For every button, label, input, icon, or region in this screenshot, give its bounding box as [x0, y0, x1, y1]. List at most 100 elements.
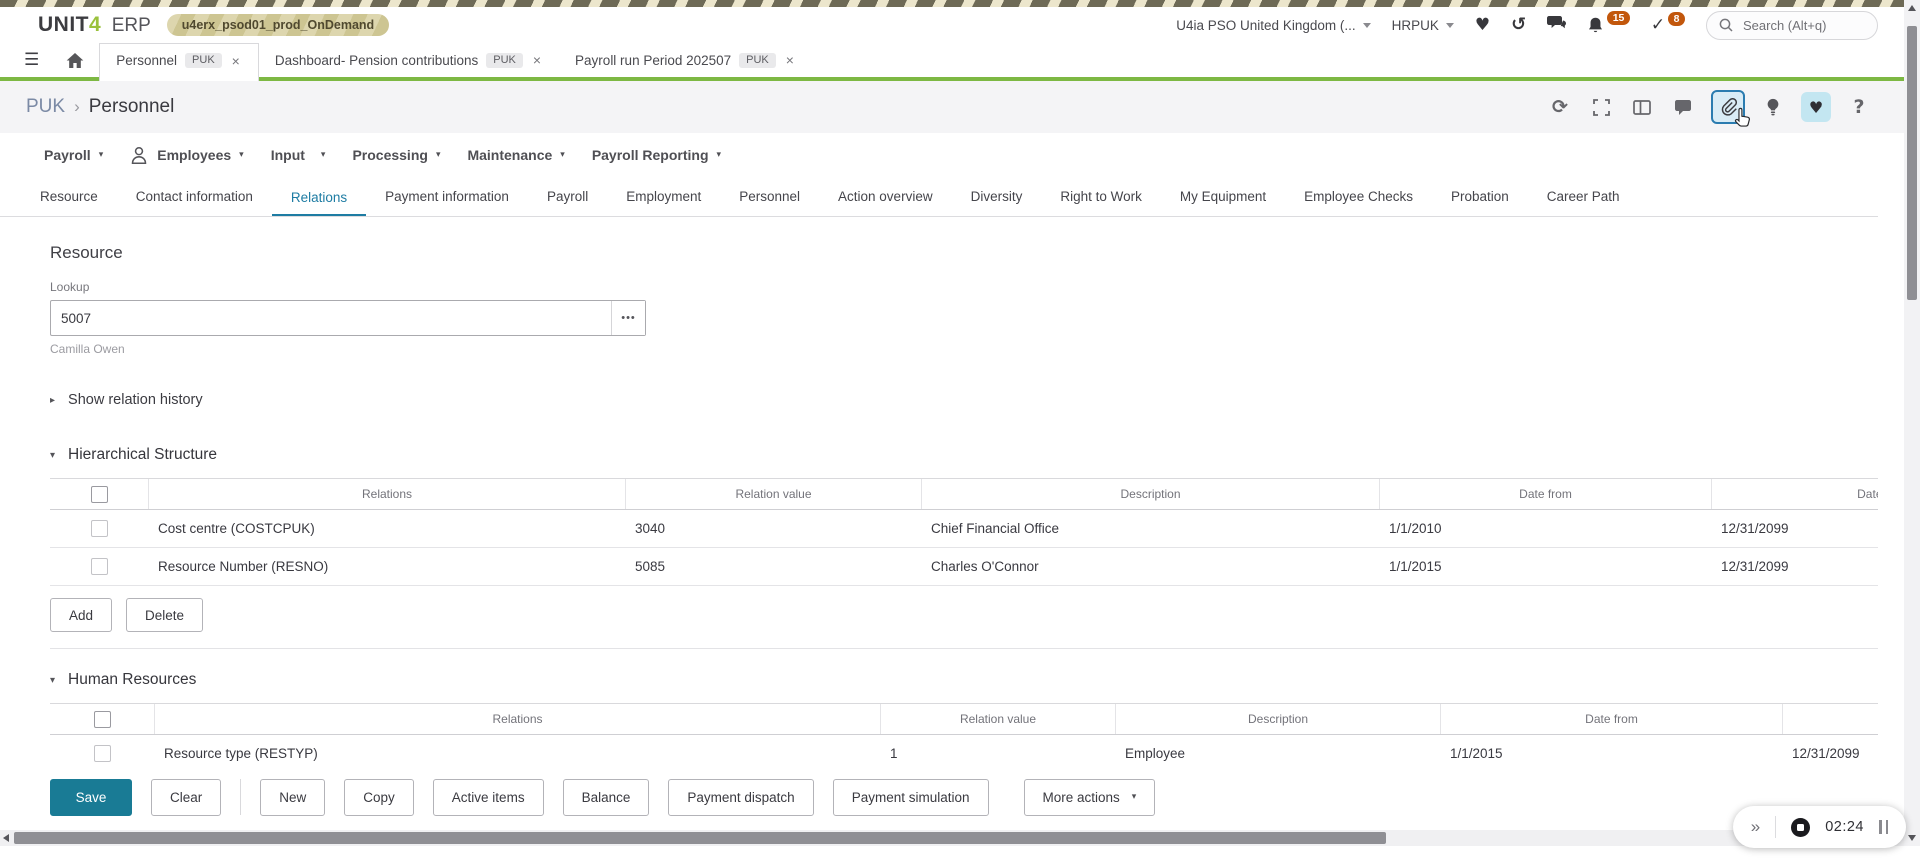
- table-row[interactable]: Resource Number (RESNO) 5085 Charles O'C…: [50, 548, 1878, 586]
- module-menu: Payroll ▾ Employees ▾ Input ▾ Processing…: [0, 133, 1920, 177]
- hamburger-menu-icon[interactable]: ☰: [24, 50, 40, 70]
- horizontal-scroll-thumb[interactable]: [14, 832, 1386, 844]
- select-all-checkbox[interactable]: [90, 485, 108, 503]
- record-stop-icon[interactable]: [1791, 817, 1811, 837]
- caret-down-icon: ▾: [98, 150, 104, 160]
- delete-button[interactable]: Delete: [126, 598, 204, 632]
- close-icon[interactable]: ×: [231, 52, 240, 69]
- person-icon: [130, 146, 148, 165]
- tab-context-badge: PUK: [486, 52, 523, 68]
- menu-input[interactable]: Input ▾: [270, 147, 326, 163]
- favorites-heart-icon[interactable]: ♥: [1474, 14, 1491, 35]
- company-selector[interactable]: U4ia PSO United Kingdom (...: [1176, 18, 1371, 33]
- home-icon[interactable]: [65, 51, 85, 70]
- subtab-diversity[interactable]: Diversity: [970, 189, 1023, 204]
- pause-icon[interactable]: [1879, 820, 1888, 834]
- expand-panel-icon[interactable]: »: [1750, 817, 1761, 836]
- scroll-up-arrow[interactable]: [1908, 5, 1916, 11]
- row-checkbox[interactable]: [93, 745, 111, 762]
- toggle-label: Show relation history: [68, 392, 203, 408]
- subtab-contact-information[interactable]: Contact information: [135, 189, 253, 204]
- menu-payroll-reporting[interactable]: Payroll Reporting ▾: [591, 147, 722, 163]
- table-header-row: Relations Relation value Description Dat…: [50, 478, 1878, 510]
- scroll-left-arrow[interactable]: [3, 834, 9, 842]
- menu-payroll[interactable]: Payroll ▾: [44, 147, 104, 163]
- bell-icon[interactable]: [1587, 16, 1604, 35]
- tab-dashboard-pension-contributions[interactable]: Dashboard- Pension contributions PUK ×: [259, 43, 559, 77]
- topbar: UNIT 4 ERP u4erx_psod01_prod_OnDemand U4i…: [0, 7, 1920, 43]
- hierarchical-structure-header[interactable]: ▾ Hierarchical Structure: [50, 446, 1920, 464]
- lookup-input[interactable]: [51, 301, 611, 335]
- subtab-payroll[interactable]: Payroll: [546, 189, 589, 204]
- environment-badge: u4erx_psod01_prod_OnDemand: [166, 14, 390, 36]
- notifications-group: 15: [1587, 10, 1630, 35]
- tab-personnel[interactable]: Personnel PUK ×: [99, 43, 259, 81]
- row-checkbox[interactable]: [90, 558, 108, 575]
- menu-processing[interactable]: Processing ▾: [352, 147, 441, 163]
- subtab-career-path[interactable]: Career Path: [1546, 189, 1620, 204]
- row-checkbox[interactable]: [90, 520, 108, 537]
- balance-button[interactable]: Balance: [562, 778, 650, 816]
- attachments-button[interactable]: [1711, 90, 1751, 127]
- session-timer-pill: » 02:24: [1732, 806, 1906, 848]
- table-row[interactable]: Cost centre (COSTCPUK) 3040 Chief Financ…: [50, 510, 1878, 548]
- refresh-icon[interactable]: ⟳: [1552, 96, 1568, 118]
- subtab-personnel[interactable]: Personnel: [739, 189, 801, 204]
- tab-context-badge: PUK: [739, 52, 776, 68]
- comment-icon[interactable]: [1670, 94, 1696, 120]
- subtab-probation[interactable]: Probation: [1450, 189, 1509, 204]
- subtab-employee-checks[interactable]: Employee Checks: [1304, 189, 1413, 204]
- horizontal-scrollbar[interactable]: [0, 830, 1904, 846]
- menu-maintenance[interactable]: Maintenance ▾: [467, 147, 565, 163]
- search-input[interactable]: [1741, 16, 1865, 34]
- column-header: Relation value: [880, 704, 1115, 734]
- subtab-my-equipment[interactable]: My Equipment: [1179, 189, 1267, 204]
- active-items-button[interactable]: Active items: [432, 778, 544, 816]
- copy-button[interactable]: Copy: [344, 778, 414, 816]
- favorite-page-button[interactable]: ♥: [1801, 92, 1831, 122]
- history-icon[interactable]: ↺: [1511, 14, 1527, 35]
- hierarchical-table-actions: Add Delete: [50, 598, 1920, 632]
- global-search[interactable]: [1706, 10, 1878, 40]
- vertical-scroll-thumb[interactable]: [1907, 26, 1917, 300]
- breadcrumb-parent[interactable]: PUK: [26, 96, 66, 117]
- timer-divider: [1775, 816, 1777, 838]
- chevron-down-icon: [1362, 22, 1371, 28]
- caret-down-icon: ▾: [1131, 792, 1137, 802]
- new-button[interactable]: New: [260, 778, 326, 816]
- role-selector[interactable]: HRPUK: [1392, 18, 1454, 33]
- payment-simulation-button[interactable]: Payment simulation: [832, 778, 989, 816]
- lookup-browse-button[interactable]: •••: [611, 301, 645, 335]
- vertical-scrollbar[interactable]: [1904, 0, 1920, 846]
- payment-dispatch-button[interactable]: Payment dispatch: [668, 778, 814, 816]
- select-all-checkbox[interactable]: [93, 710, 111, 728]
- subtab-relations[interactable]: Relations: [271, 190, 367, 216]
- menu-employees[interactable]: Employees ▾: [157, 147, 244, 163]
- add-button[interactable]: Add: [50, 598, 113, 632]
- check-icon[interactable]: ✓: [1650, 14, 1666, 35]
- more-actions-button[interactable]: More actions ▾: [1023, 778, 1156, 816]
- resource-section-title: Resource: [50, 243, 123, 262]
- save-button[interactable]: Save: [50, 778, 132, 816]
- column-header: Date from: [1440, 704, 1782, 734]
- section-divider: [50, 648, 1878, 649]
- topbar-right: U4ia PSO United Kingdom (... HRPUK ♥ ↺ 1…: [1176, 10, 1896, 40]
- subtab-right-to-work[interactable]: Right to Work: [1060, 189, 1142, 204]
- scroll-down-arrow[interactable]: [1908, 835, 1916, 841]
- show-relation-history-toggle[interactable]: ▸ Show relation history: [50, 392, 1920, 408]
- expanded-triangle-icon: ▾: [50, 674, 56, 686]
- human-resources-header[interactable]: ▾ Human Resources: [50, 671, 1920, 689]
- fullscreen-icon[interactable]: [1588, 94, 1614, 120]
- clear-button[interactable]: Clear: [151, 778, 222, 816]
- chat-icon[interactable]: [1547, 15, 1567, 36]
- subtab-action-overview[interactable]: Action overview: [838, 189, 933, 204]
- subtab-employment[interactable]: Employment: [626, 189, 702, 204]
- split-view-icon[interactable]: [1629, 94, 1655, 120]
- lightbulb-icon[interactable]: [1760, 94, 1786, 120]
- help-icon[interactable]: ?: [1853, 96, 1865, 118]
- subtab-payment-information[interactable]: Payment information: [385, 189, 509, 204]
- close-icon[interactable]: ×: [785, 52, 794, 68]
- subtab-resource[interactable]: Resource: [40, 189, 98, 204]
- close-icon[interactable]: ×: [532, 52, 542, 68]
- tab-payroll-run-period[interactable]: Payroll run Period 202507 PUK ×: [559, 43, 812, 77]
